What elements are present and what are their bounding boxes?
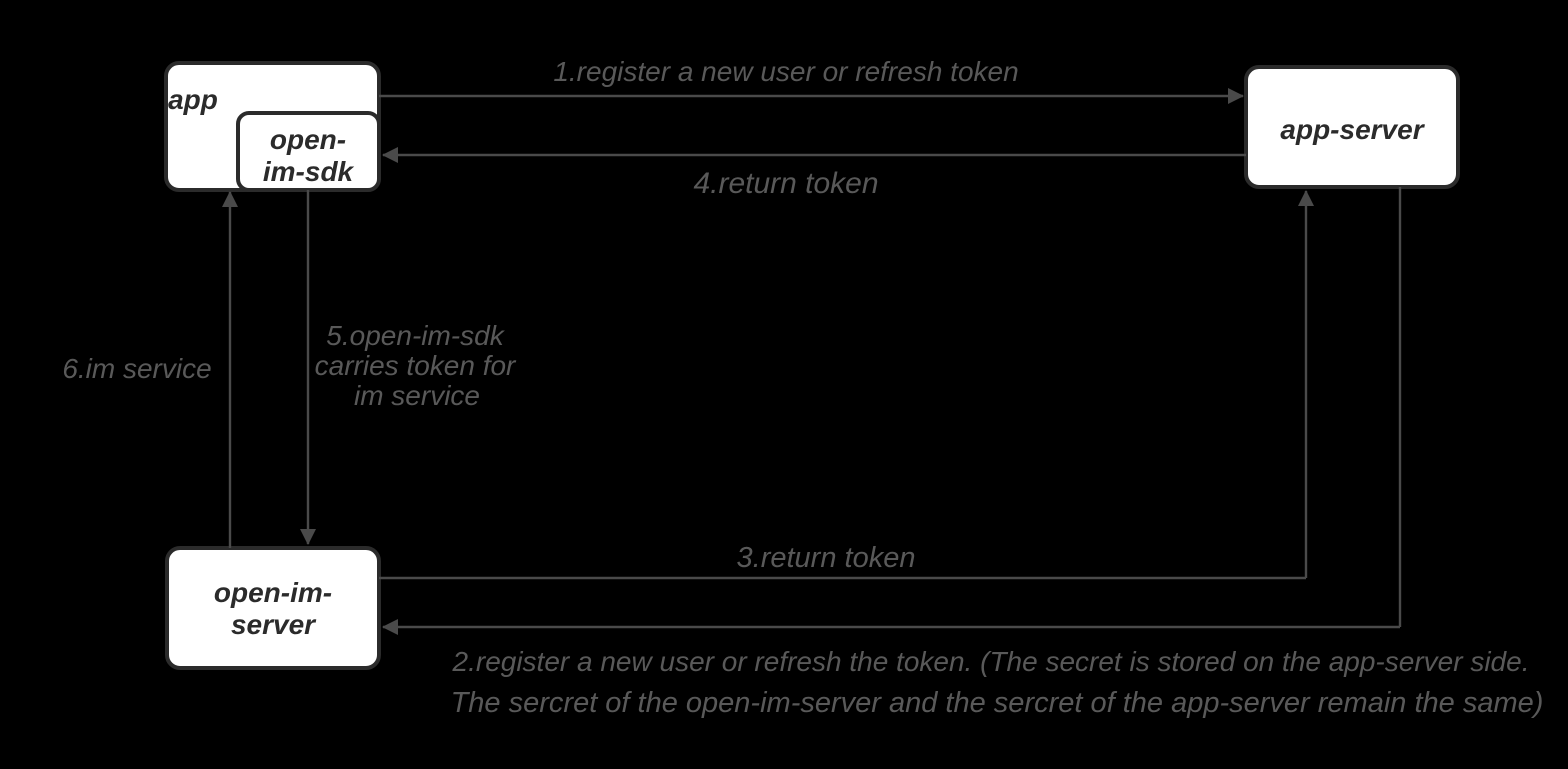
svg-text:im service: im service [354,380,480,411]
svg-text:2.register a new user or refre: 2.register a new user or refresh the tok… [452,646,1530,677]
svg-text:1.register a new user or refre: 1.register a new user or refresh token [553,56,1018,87]
svg-text:5.open-im-sdk: 5.open-im-sdk [326,320,505,351]
svg-text:open-im-: open-im- [214,577,332,608]
svg-text:The sercret of the open-im-ser: The sercret of the open-im-server and th… [451,687,1544,719]
svg-text:3.return token: 3.return token [737,542,916,574]
svg-text:open-: open- [270,124,346,155]
svg-text:app: app [168,84,218,115]
svg-text:6.im service: 6.im service [62,353,211,384]
svg-text:app-server: app-server [1280,114,1425,145]
svg-text:4.return token: 4.return token [693,167,878,200]
svg-text:im-sdk: im-sdk [263,156,355,187]
svg-text:carries token for: carries token for [315,350,517,381]
svg-text:server: server [231,609,317,640]
